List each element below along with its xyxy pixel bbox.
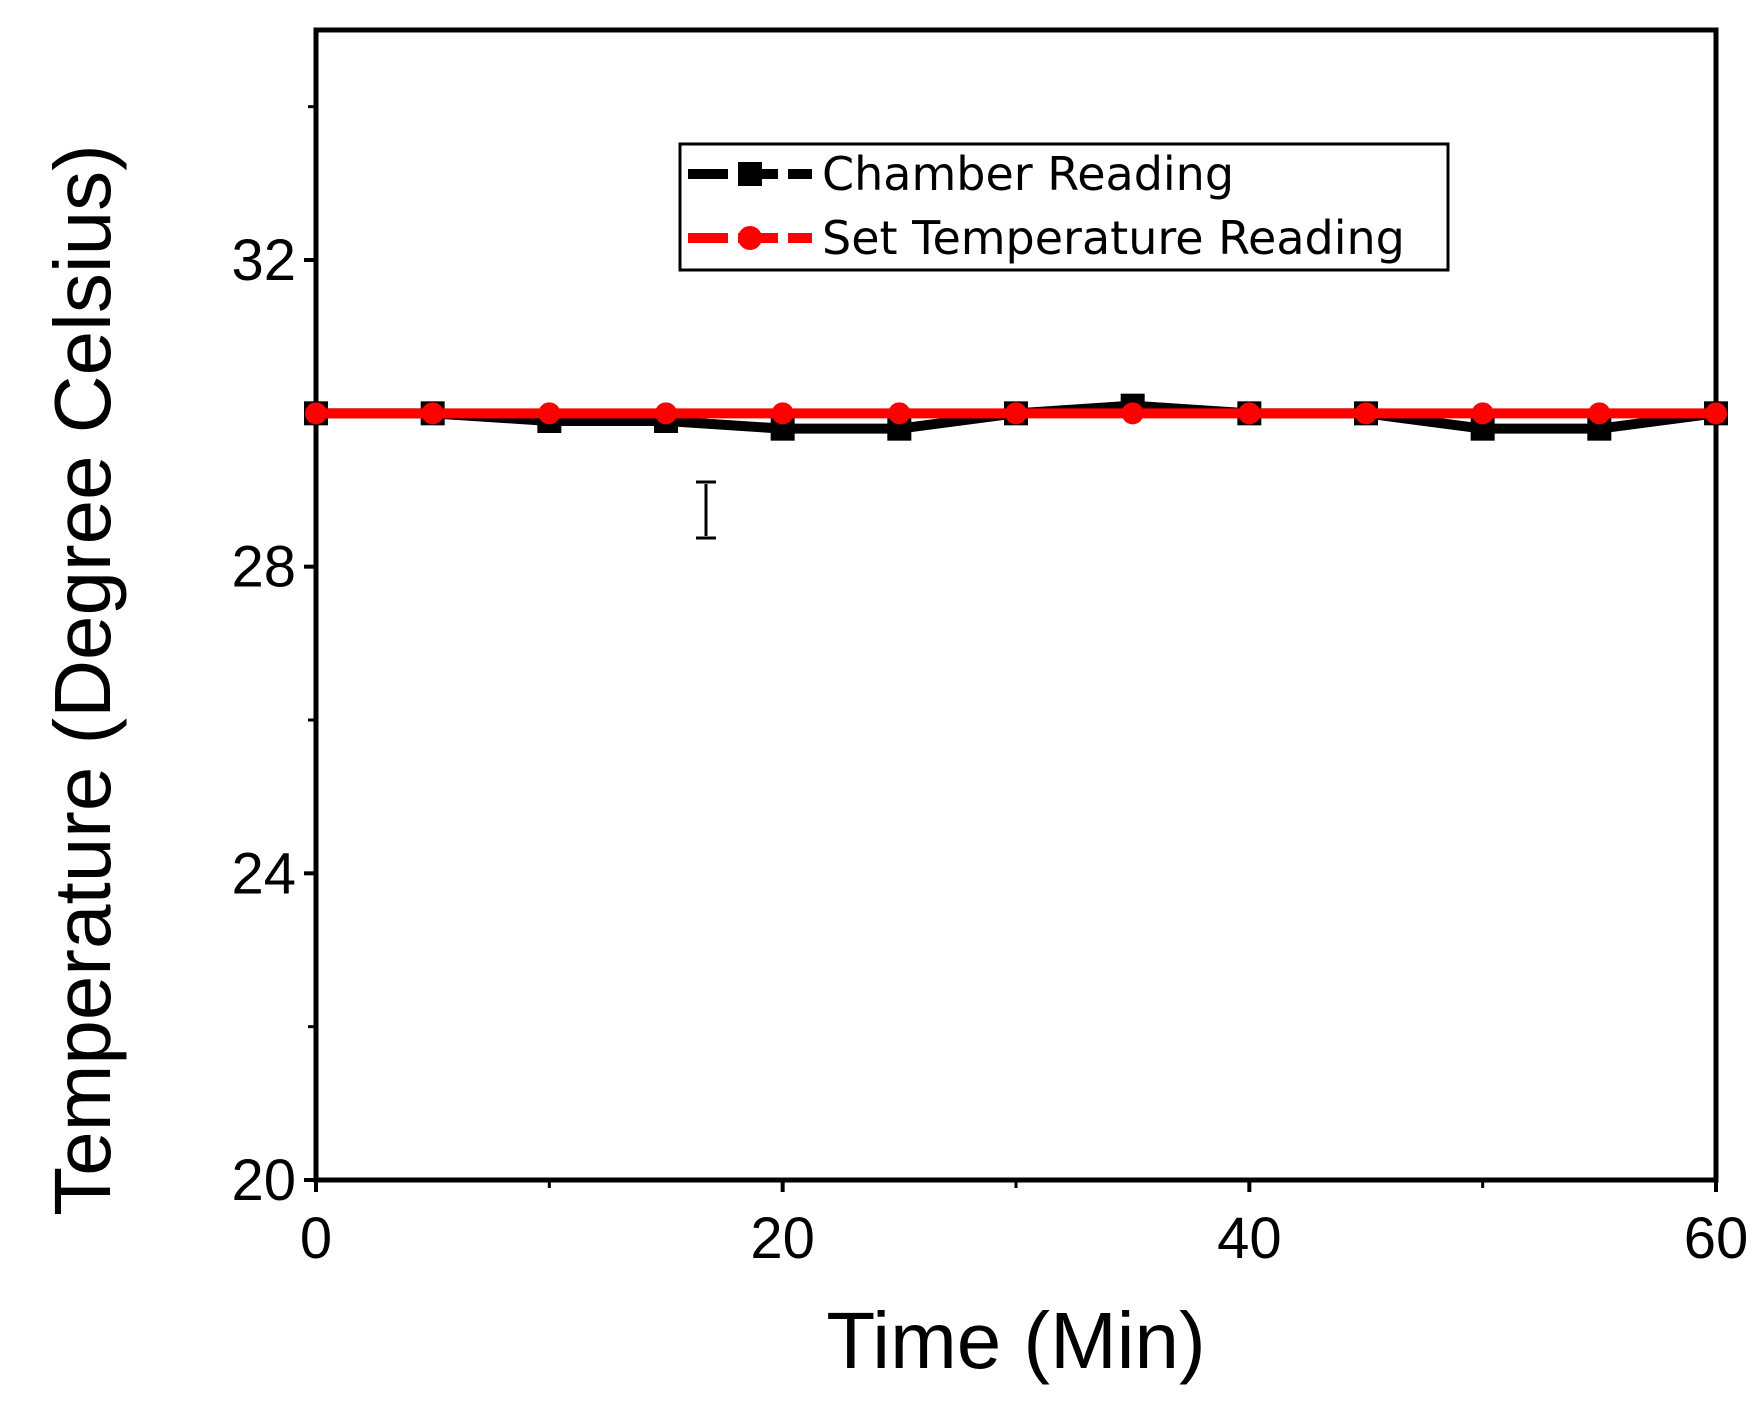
y-axis-ticks: 20 24 28 32 [231, 105, 316, 1213]
legend-box [678, 142, 1450, 272]
y-axis-title: Temperature (Degree Celsius) [38, 144, 127, 1216]
data-point-set-temperature [1705, 402, 1727, 425]
y-tick-label: 20 [231, 1148, 296, 1213]
y-tick-label: 24 [231, 841, 296, 906]
x-tick-label: 0 [300, 1206, 332, 1271]
data-point-set-temperature [1121, 402, 1144, 425]
data-point-set-temperature [1588, 402, 1611, 425]
data-point-set-temperature [771, 402, 794, 425]
legend-label-set: Set Temperature Reading [822, 211, 1405, 265]
data-point-set-temperature [1355, 402, 1377, 425]
data-point-set-temperature [538, 402, 561, 425]
data-point-set-temperature [655, 402, 677, 425]
data-point-set-temperature [1471, 402, 1494, 425]
x-tick-label: 60 [1684, 1206, 1749, 1271]
legend-label-chamber: Chamber Reading [822, 147, 1234, 201]
legend-marker-chamber [738, 162, 762, 186]
y-tick-label: 28 [231, 535, 296, 600]
data-point-set-temperature [1238, 402, 1261, 425]
x-axis-title: Time (Min) [826, 1296, 1205, 1385]
y-tick-label: 32 [231, 228, 296, 293]
series-set-temperature [305, 402, 1727, 425]
data-point-set-temperature [305, 402, 327, 425]
legend: Chamber Reading Set Temperature Reading [678, 142, 1450, 272]
legend-marker-set [738, 226, 762, 250]
x-tick-label: 40 [1217, 1206, 1282, 1271]
text-cursor-icon [696, 480, 716, 540]
data-point-set-temperature [421, 402, 444, 425]
data-point-set-temperature [888, 402, 911, 425]
series-layer [304, 393, 1728, 441]
x-tick-label: 20 [750, 1206, 815, 1271]
data-point-set-temperature [1005, 402, 1027, 425]
x-axis-ticks: 0 20 40 60 [300, 1180, 1748, 1271]
